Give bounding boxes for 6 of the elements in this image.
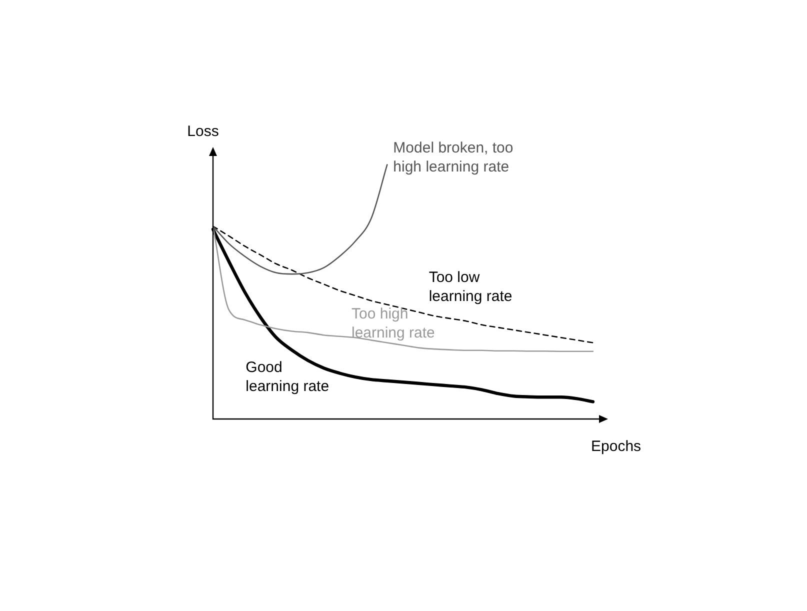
- series-label: Too high learning rate: [352, 306, 435, 342]
- series-label: Good learning rate: [246, 358, 330, 395]
- series-label: Too low learning rate: [428, 269, 512, 306]
- x-axis-title: Epochs: [591, 438, 642, 455]
- series-label: Model broken, too high learning rate: [393, 140, 514, 176]
- y-axis-title: Loss: [187, 123, 219, 140]
